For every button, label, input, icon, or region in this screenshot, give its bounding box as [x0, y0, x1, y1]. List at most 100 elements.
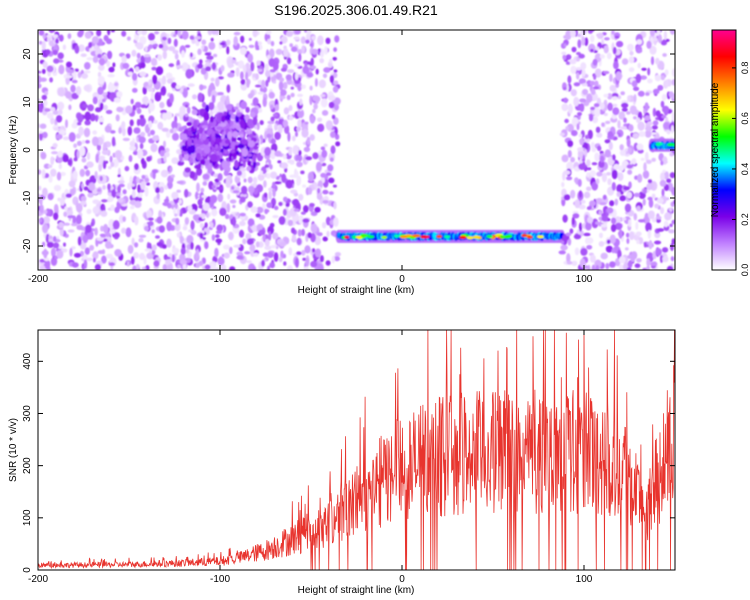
spectrogram-cell [100, 225, 104, 232]
spectrogram-cell [48, 30, 56, 33]
spectrogram-cell [161, 244, 167, 249]
spectrogram-cell [234, 159, 239, 169]
spectrogram-cell [92, 130, 98, 135]
spectrogram-cell [652, 120, 659, 126]
spectrogram-cell [288, 247, 293, 256]
spectrogram-cell [295, 257, 299, 268]
spectrogram-cell [42, 131, 48, 139]
spectrogram-cell [641, 67, 647, 71]
spectrogram-cell [203, 45, 208, 53]
spectrogram-cell [129, 141, 135, 147]
spectrogram-cell [666, 178, 672, 183]
spectrogram-cell [42, 223, 49, 234]
spectrogram-cell [591, 218, 599, 229]
spectrogram-cell [302, 257, 307, 261]
spectrogram-cell [157, 121, 164, 130]
spectrogram-cell [53, 212, 59, 221]
spectrogram-cell [184, 113, 189, 117]
spectrogram-cell [322, 73, 328, 79]
spectrogram-cell [590, 106, 595, 111]
spectrogram-cell [202, 181, 208, 186]
spectrogram-cell [628, 67, 635, 73]
spectrogram-cell [201, 194, 208, 198]
spectrogram-cell [42, 61, 48, 69]
spectrogram-cell [241, 185, 248, 195]
spectrogram-cell [223, 170, 229, 177]
spectrogram-cell [594, 152, 600, 162]
spectrogram-cell [303, 266, 309, 270]
spectrogram-cell [660, 160, 664, 166]
spectrogram-cell [269, 262, 275, 269]
spectrogram-cell [182, 225, 188, 231]
spectrogram-cell [207, 87, 212, 97]
spectrogram-cell [181, 62, 189, 72]
spectrogram-cell [236, 150, 240, 156]
spectrogram-cell [139, 114, 145, 119]
spectrogram-cell [221, 115, 226, 123]
spectrogram-cell [98, 155, 106, 160]
spectrogram-cell [628, 124, 634, 132]
spectrogram-cell [670, 125, 675, 134]
spectrogram-cell [190, 241, 194, 250]
spectrogram-cell [86, 161, 94, 168]
spectrogram-cell [642, 267, 648, 270]
spectrogram-cell [121, 227, 127, 234]
spectrogram-cell [136, 118, 141, 127]
spectrogram-cell [165, 259, 171, 266]
spectrogram-cell [52, 143, 58, 148]
spectrogram-cell [223, 252, 230, 259]
spectrogram-cell [566, 253, 571, 263]
spectrogram-cell [66, 210, 74, 216]
spectrogram-cell [592, 58, 598, 66]
spectrogram-cell [105, 232, 111, 238]
spectrogram-cell [630, 105, 637, 115]
spectrogram-cell [189, 52, 193, 58]
spectrogram-cell [44, 173, 50, 179]
spectrogram-cell [144, 55, 152, 64]
spectrogram-cell [252, 160, 257, 169]
spectrogram-cell [565, 30, 572, 40]
spectrogram-cell [187, 138, 192, 147]
spectrogram-cell [332, 86, 339, 93]
spectrogram-cell [573, 96, 580, 107]
spectrogram-cell [196, 152, 201, 161]
spectrogram-cell [83, 84, 91, 92]
spectrogram-cell [314, 78, 318, 87]
spectrogram-cell [214, 247, 219, 258]
spectrogram-cell [85, 169, 91, 177]
spectrogram-cell [39, 77, 47, 82]
spectrogram-cell [83, 186, 89, 191]
spectrogram-cell [289, 174, 297, 178]
spectrogram-cell [147, 132, 151, 137]
spectrogram-cell [92, 251, 99, 260]
spectrogram-cell [662, 247, 669, 253]
spectrogram-cell [252, 97, 259, 107]
spectrogram-cell [83, 127, 91, 138]
spectrogram-cell [211, 208, 218, 217]
spectrogram-cell [280, 162, 288, 169]
spectrogram-cell [259, 120, 264, 126]
spectrogram-cell [237, 161, 242, 166]
spectrogram-cell [152, 135, 160, 142]
spectrogram-cell [127, 182, 132, 190]
spectrogram-cell [153, 260, 160, 267]
spectrogram-cell [173, 38, 178, 48]
spectrogram-cell [176, 149, 183, 155]
spectrogram-cell [616, 191, 621, 197]
spectrogram-cell [612, 107, 620, 116]
spectrogram-cell [634, 263, 641, 269]
spectrogram-cell [189, 171, 196, 179]
spectrogram-cell [129, 119, 134, 127]
spectrogram-cell [211, 234, 216, 241]
spectrogram-cell [58, 59, 64, 63]
spectrogram-cell [299, 98, 303, 106]
spectrogram-cell [307, 187, 313, 195]
spectrogram-cell [272, 215, 279, 219]
spectrogram-cell [247, 201, 253, 208]
spectrogram-cell [132, 150, 139, 156]
spectrogram-cell [570, 156, 575, 163]
spectrogram-cell [302, 184, 307, 188]
spectrogram-cell [176, 232, 181, 238]
spectrogram-cell [131, 237, 135, 246]
spectrogram-cell [174, 213, 178, 217]
